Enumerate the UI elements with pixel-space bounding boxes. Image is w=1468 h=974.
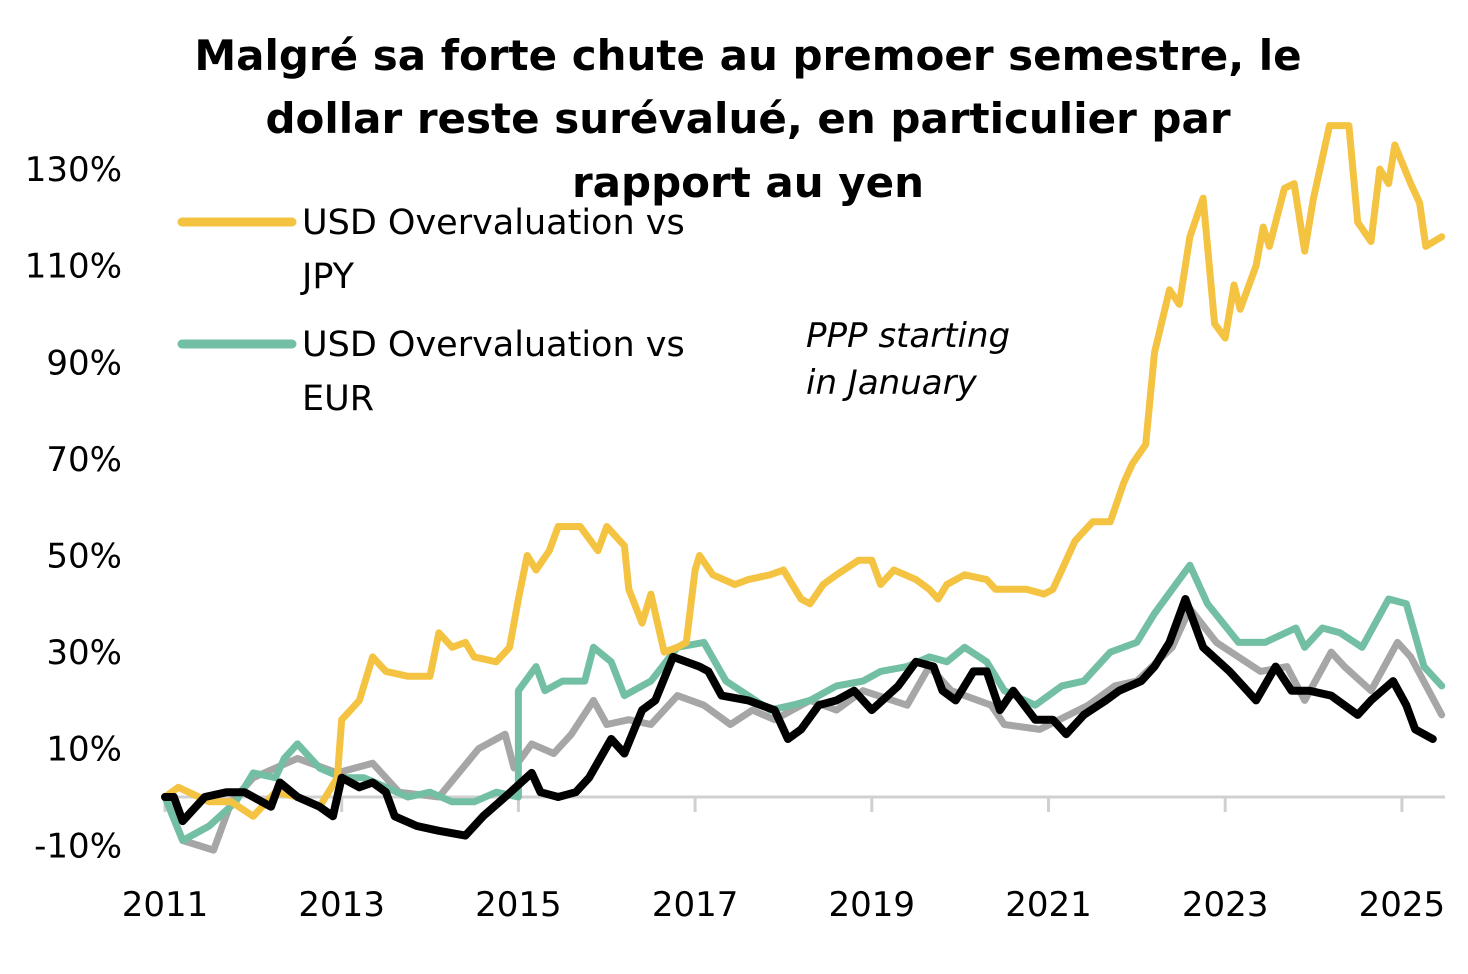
y-tick-label: 70% [46,440,122,480]
x-tick-label: 2019 [829,885,916,925]
chart-title: Malgré sa forte chute au premoer semestr… [194,31,1301,207]
y-tick-label: 130% [25,150,122,190]
y-tick-label: 90% [46,343,122,383]
x-tick-label: 2025 [1359,885,1446,925]
y-tick-label: 110% [25,247,122,287]
x-tick-label: 2021 [1005,885,1092,925]
series-line-usd-vs-jpy [161,122,1446,820]
x-tick-label: 2017 [652,885,739,925]
legend-label-jpy-line-1: USD Overvaluation vs [302,203,685,243]
y-axis: 130% 110% 90% 70% 50% 30% 10% -10% [25,150,122,866]
x-tick-label: 2013 [298,885,385,925]
annotation-line-1: PPP starting [806,316,1010,356]
legend-label-eur-line-1: USD Overvaluation vs [302,325,685,365]
annotation: PPP starting in January [806,316,1010,403]
legend-label-eur-line-2: EUR [302,379,374,419]
annotation-line-2: in January [806,363,978,403]
x-tick-label: 2015 [475,885,562,925]
series-line-black [161,595,1437,840]
x-tick-label: 2023 [1182,885,1269,925]
chart-title-line-1: Malgré sa forte chute au premoer semestr… [194,31,1301,80]
x-axis: 2011 2013 2015 2017 2019 2021 2023 2025 [122,795,1446,925]
legend: USD Overvaluation vs JPY USD Overvaluati… [177,203,685,419]
y-tick-label: 50% [46,537,122,577]
y-tick-label: -10% [34,826,122,866]
plot-area [161,122,1446,854]
legend-label-jpy-line-2: JPY [300,257,355,297]
chart-title-line-3: rapport au yen [572,158,924,207]
y-tick-label: 30% [46,633,122,673]
y-tick-label: 10% [46,730,122,770]
chart-title-line-2: dollar reste surévalué, en particulier p… [265,94,1230,143]
x-tick-label: 2011 [122,885,209,925]
